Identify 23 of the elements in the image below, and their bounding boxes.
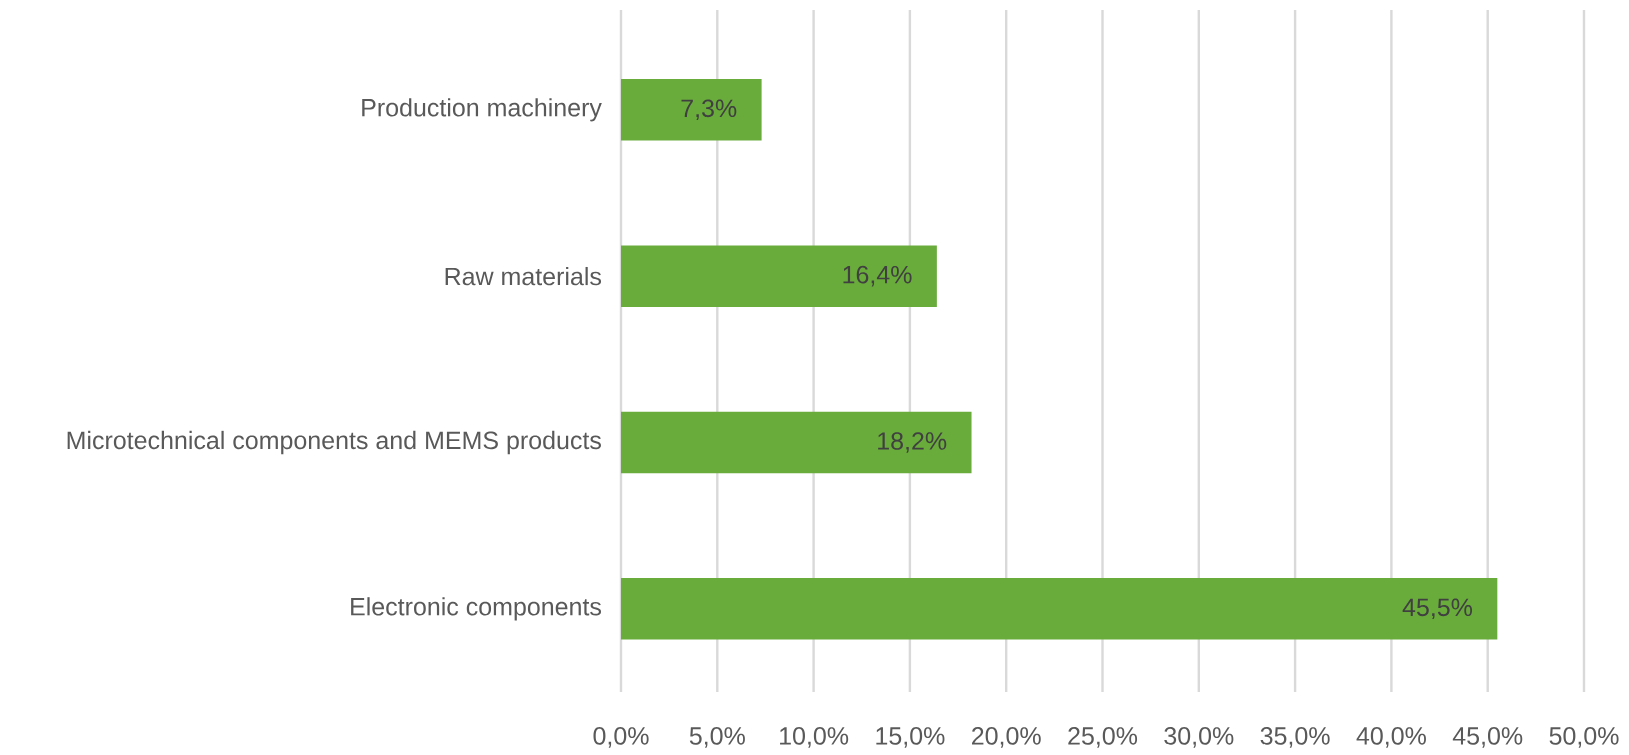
x-tick-label: 25,0%	[1068, 727, 1138, 748]
x-tick-label: 30,0%	[1164, 727, 1234, 748]
data-label: 16,4%	[843, 265, 912, 287]
data-label: 18,2%	[878, 432, 947, 453]
x-tick-label: 40,0%	[1356, 727, 1426, 748]
x-tick-label: 0,0%	[593, 727, 649, 748]
y-tick-label: Electronic components	[351, 597, 601, 621]
y-tick-label: Microtechnical components and MEMS products	[67, 430, 601, 455]
data-label: 45,5%	[1402, 598, 1473, 620]
x-tick-label: 35,0%	[1260, 727, 1330, 748]
y-tick-label: Production machinery	[362, 98, 602, 122]
x-tick-label: 15,0%	[876, 727, 945, 748]
x-tick-label: 45,0%	[1452, 727, 1523, 748]
data-label: 7,3%	[681, 99, 737, 121]
x-tick-label: 20,0%	[972, 727, 1041, 748]
bar	[621, 411, 972, 474]
y-tick-label: Raw materials	[445, 266, 601, 286]
x-tick-label: 50,0%	[1549, 727, 1619, 748]
bar	[621, 79, 762, 141]
x-tick-label: 10,0%	[780, 727, 849, 748]
x-tick-label: 5,0%	[689, 727, 745, 748]
bar	[621, 245, 937, 307]
bar	[621, 578, 1498, 640]
